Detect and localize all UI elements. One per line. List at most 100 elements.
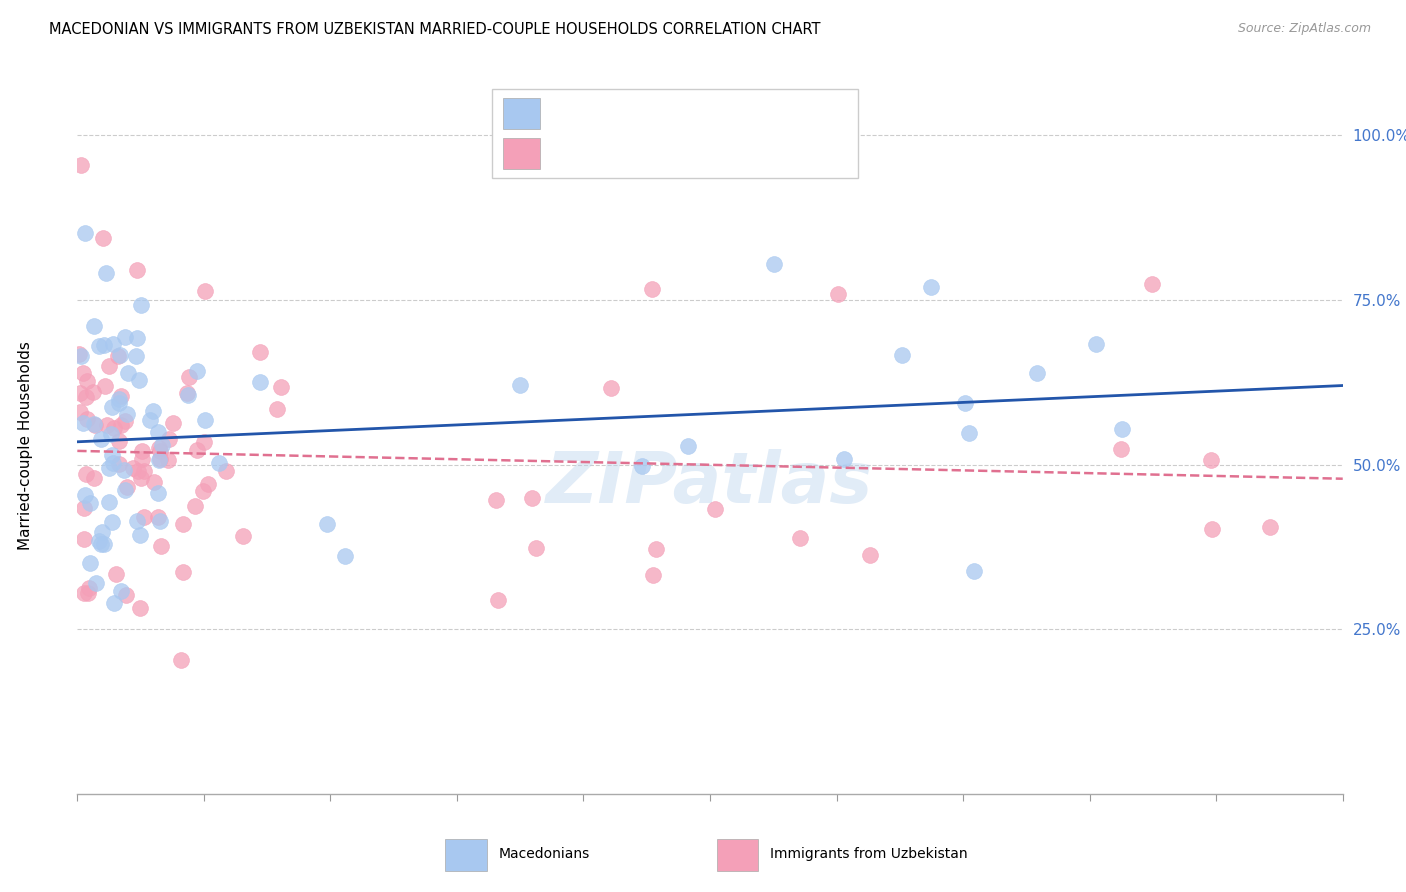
Point — [520, 491, 543, 506]
Point — [93, 537, 115, 551]
Bar — [446, 839, 486, 871]
Point — [486, 592, 509, 607]
Point — [194, 284, 217, 298]
Bar — [503, 98, 540, 129]
Point — [110, 348, 132, 362]
Point — [115, 589, 138, 603]
Point — [76, 586, 98, 600]
Point — [91, 524, 114, 539]
Point — [83, 318, 105, 333]
Point — [96, 418, 118, 433]
Point — [129, 471, 152, 485]
Point — [172, 516, 194, 531]
Point — [75, 390, 97, 404]
Point — [194, 412, 217, 426]
Point — [108, 395, 131, 409]
Point — [108, 458, 131, 472]
Point — [75, 467, 97, 482]
Point — [72, 366, 94, 380]
Point — [703, 501, 725, 516]
Text: R = 0.147   N = 82: R = 0.147 N = 82 — [551, 146, 695, 161]
Point — [112, 463, 135, 477]
Point — [90, 432, 112, 446]
Point — [150, 438, 173, 452]
Point — [177, 388, 200, 402]
Point — [172, 566, 194, 580]
Point — [1025, 366, 1047, 380]
Point — [83, 417, 105, 431]
Point — [115, 480, 138, 494]
Point — [177, 369, 200, 384]
Point — [121, 460, 143, 475]
Point — [640, 282, 662, 296]
Point — [128, 373, 150, 387]
Point — [953, 395, 976, 409]
Text: Source: ZipAtlas.com: Source: ZipAtlas.com — [1237, 22, 1371, 36]
Point — [266, 401, 288, 416]
Point — [509, 378, 531, 392]
Point — [146, 510, 169, 524]
Point — [1201, 522, 1223, 536]
Point — [114, 483, 136, 497]
Point — [69, 405, 91, 419]
Point — [108, 434, 131, 448]
Point — [84, 576, 107, 591]
Point — [67, 347, 90, 361]
Point — [87, 533, 110, 548]
Point — [270, 380, 292, 394]
Point — [73, 532, 96, 546]
Point — [186, 363, 208, 377]
Text: Macedonians: Macedonians — [499, 847, 591, 861]
Point — [1260, 520, 1282, 534]
Point — [125, 514, 148, 528]
Point — [94, 379, 117, 393]
Point — [103, 336, 125, 351]
Text: Immigrants from Uzbekistan: Immigrants from Uzbekistan — [770, 847, 967, 861]
Point — [93, 338, 115, 352]
Point — [75, 226, 97, 240]
Point — [162, 416, 184, 430]
Point — [957, 426, 980, 441]
Point — [91, 231, 114, 245]
Point — [142, 403, 165, 417]
Point — [1111, 442, 1133, 457]
Point — [890, 348, 912, 362]
Point — [148, 441, 170, 455]
Point — [131, 444, 153, 458]
Point — [83, 418, 105, 433]
Point — [110, 389, 132, 403]
Text: R =  0.111   N = 68: R = 0.111 N = 68 — [551, 106, 700, 120]
Point — [1085, 337, 1108, 351]
Point — [76, 374, 98, 388]
Point — [89, 339, 111, 353]
Point — [103, 421, 125, 435]
Point — [762, 257, 785, 271]
Point — [146, 425, 169, 439]
Point — [73, 585, 96, 599]
Point — [644, 542, 666, 557]
Point — [186, 442, 208, 457]
Point — [156, 452, 179, 467]
Point — [97, 359, 120, 373]
Point — [149, 452, 172, 467]
Point — [641, 568, 664, 582]
Point — [69, 385, 91, 400]
Point — [631, 458, 654, 473]
Point — [114, 414, 136, 428]
Point — [129, 298, 152, 312]
Point — [149, 514, 172, 528]
Point — [97, 495, 120, 509]
Point — [1199, 452, 1222, 467]
Point — [148, 452, 170, 467]
Point — [197, 476, 219, 491]
Point — [100, 426, 122, 441]
Point — [101, 400, 124, 414]
Point — [834, 451, 856, 466]
Point — [94, 266, 117, 280]
Point — [75, 488, 97, 502]
Point — [485, 492, 508, 507]
Point — [72, 416, 94, 430]
Point — [90, 537, 112, 551]
Bar — [503, 138, 540, 169]
Point — [72, 501, 94, 516]
